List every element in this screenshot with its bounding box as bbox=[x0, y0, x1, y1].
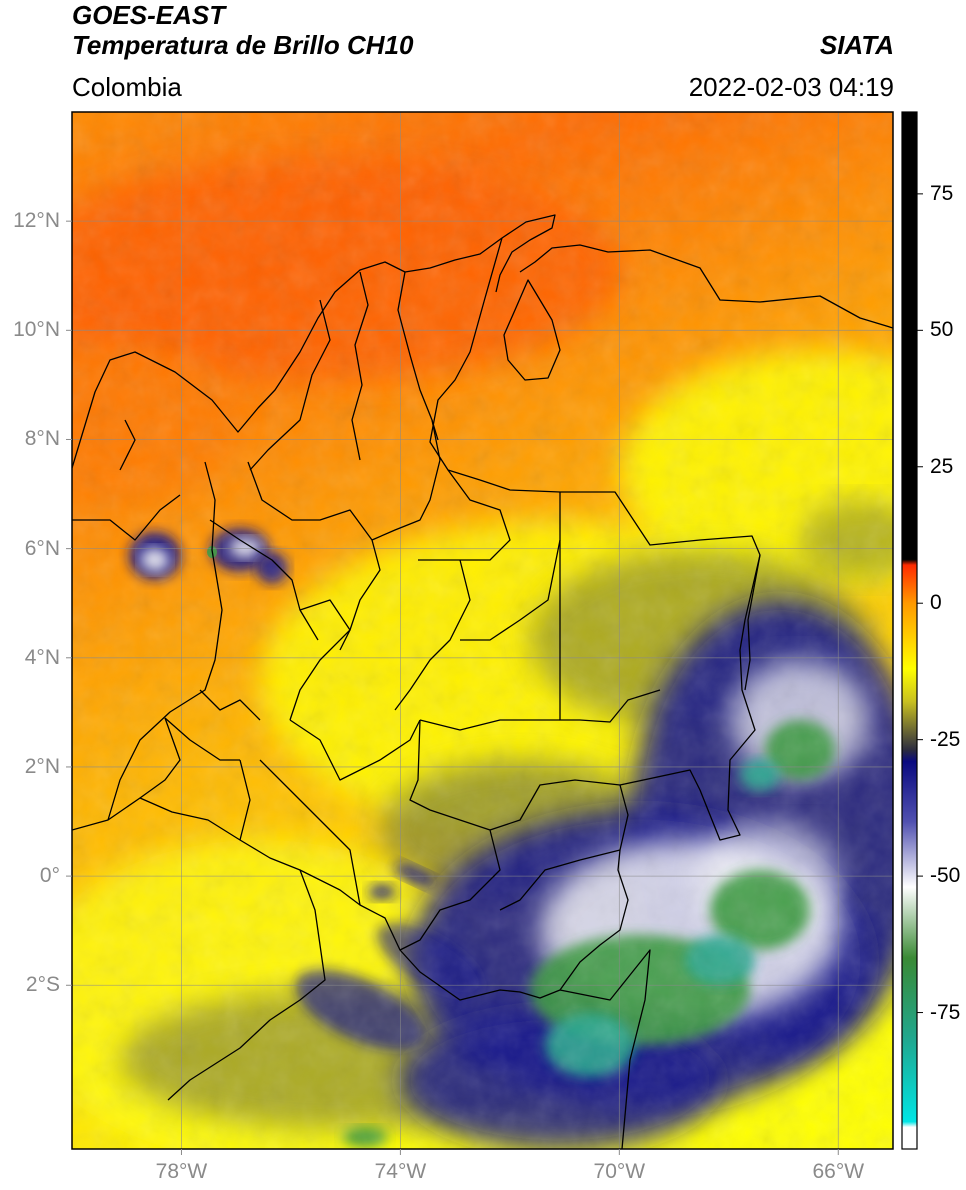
colorbar-tick-label: 50 bbox=[930, 318, 954, 342]
boundaries bbox=[72, 214, 893, 1149]
colorbar-tick-label: -25 bbox=[930, 727, 961, 751]
colorbar-tick-label: -50 bbox=[930, 864, 961, 888]
lat-tick-label: 2°N bbox=[24, 754, 60, 778]
lat-tick-label: 6°N bbox=[24, 536, 60, 560]
lat-tick-label: 4°N bbox=[24, 645, 60, 669]
title-product: Temperatura de Brillo CH10 bbox=[72, 30, 414, 60]
lon-tick-label: 70°W bbox=[593, 1160, 646, 1183]
lat-tick-label: 2°S bbox=[25, 973, 60, 997]
lat-tick-label: 8°N bbox=[24, 427, 60, 451]
colorbar-tick-label: 25 bbox=[930, 454, 954, 478]
timestamp: 2022-02-03 04:19 bbox=[688, 72, 894, 102]
lat-tick-label: 12°N bbox=[13, 209, 60, 233]
lat-tick-label: 0° bbox=[39, 864, 60, 888]
colorbar-tick-label: -75 bbox=[930, 1000, 961, 1024]
axis-ticks bbox=[66, 220, 839, 1155]
lon-tick-label: 74°W bbox=[374, 1160, 427, 1183]
colorbar-tick-label: 75 bbox=[930, 181, 954, 205]
agency-name: SIATA bbox=[819, 30, 894, 60]
lon-tick-label: 78°W bbox=[155, 1160, 208, 1183]
lon-tick-label: 66°W bbox=[812, 1160, 865, 1183]
lat-tick-label: 10°N bbox=[13, 318, 60, 342]
region-name: Colombia bbox=[72, 72, 182, 102]
graticule bbox=[72, 112, 893, 1149]
title-satellite: GOES-EAST bbox=[72, 0, 226, 30]
map-frame bbox=[71, 111, 894, 1150]
colorbar-tick-label: 0 bbox=[930, 591, 942, 615]
satellite-image bbox=[72, 112, 893, 1149]
colorbar bbox=[901, 111, 923, 1150]
